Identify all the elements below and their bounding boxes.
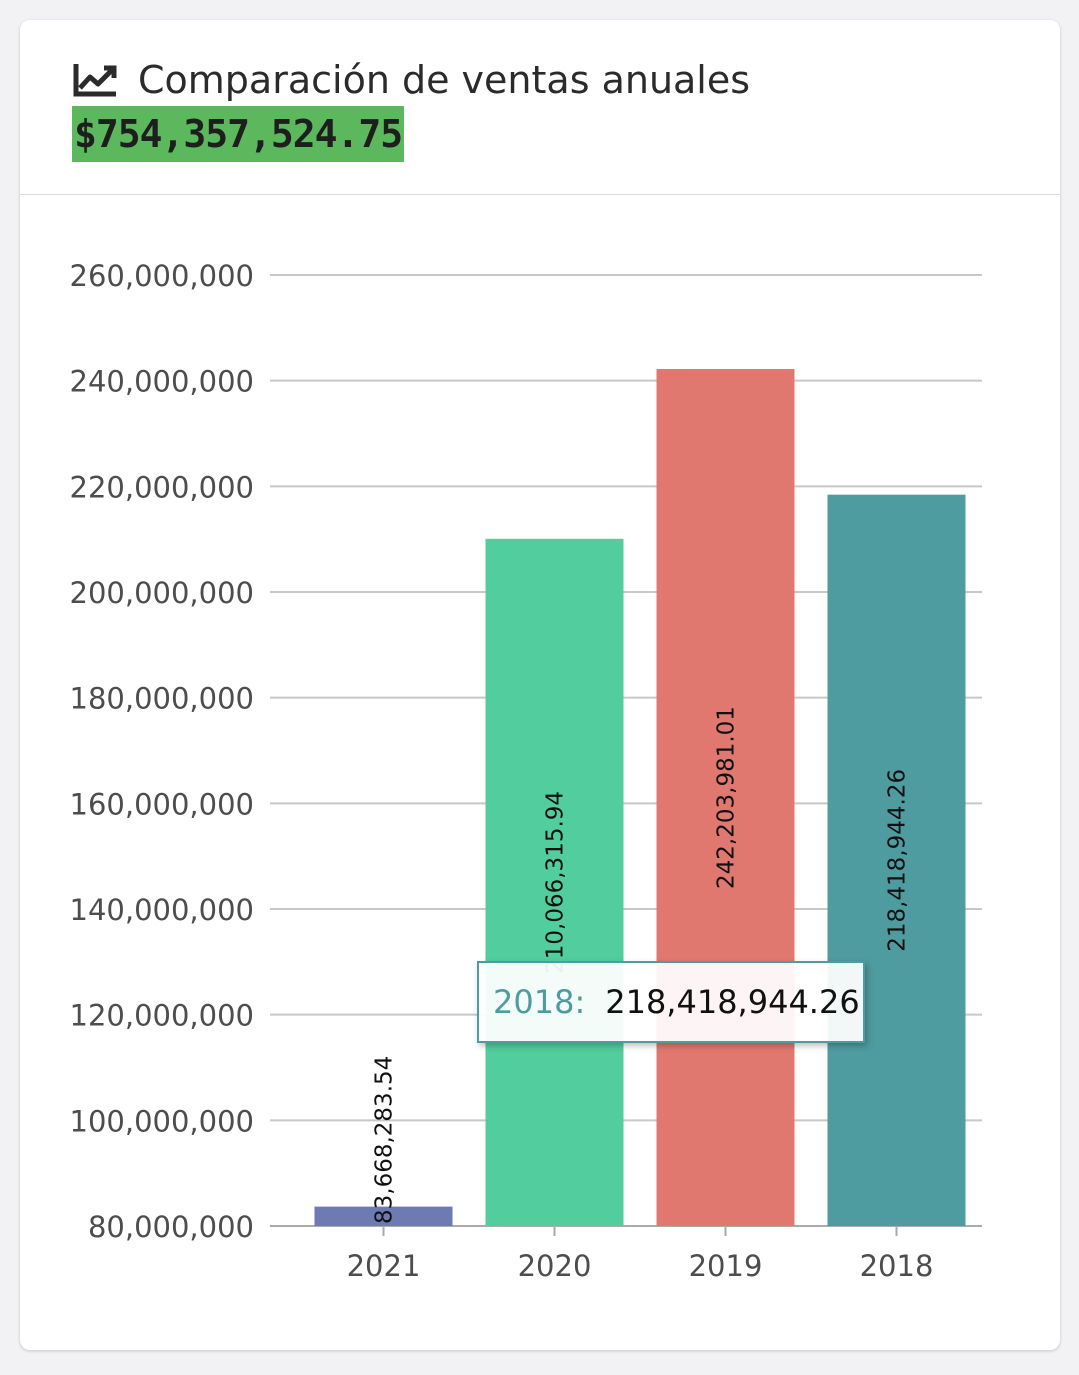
bar-2021 [314, 1206, 453, 1226]
y-tick-label: 80,000,000 [88, 1210, 254, 1244]
x-tick-label: 2018 [860, 1249, 934, 1283]
x-tick-label: 2021 [347, 1249, 421, 1283]
bar-2020 [485, 538, 624, 1226]
card-title: Comparación de ventas anuales [138, 58, 751, 102]
card-header: Comparación de ventas anuales $754,357,5… [20, 20, 1060, 195]
y-tick-label: 200,000,000 [70, 576, 255, 610]
y-tick-label: 180,000,000 [70, 682, 255, 716]
bar-2018 [827, 494, 966, 1226]
y-tick-label: 100,000,000 [70, 1104, 255, 1138]
tooltip-value: 218,418,944.26 [605, 983, 860, 1021]
tooltip-label: 2018: [493, 983, 586, 1021]
data-label-2018: 218,418,944.26 [885, 769, 911, 952]
line-chart-icon [72, 62, 118, 98]
y-tick-label: 220,000,000 [70, 470, 255, 504]
data-label-2019: 242,203,981.01 [714, 706, 740, 889]
y-tick-label: 240,000,000 [70, 365, 255, 399]
y-tick-label: 260,000,000 [70, 259, 255, 293]
chart-tooltip: 2018: 218,418,944.26 [477, 961, 865, 1043]
x-tick-label: 2020 [518, 1249, 592, 1283]
y-tick-label: 140,000,000 [70, 893, 255, 927]
y-tick-label: 120,000,000 [70, 999, 255, 1033]
bar-2019 [656, 369, 795, 1226]
title-row: Comparación de ventas anuales [72, 56, 750, 104]
data-label-2020: 210,066,315.94 [543, 791, 569, 974]
total-amount: $754,357,524.75 [72, 106, 405, 162]
data-label-2021: 83,668,283.54 [372, 1056, 398, 1224]
y-tick-label: 160,000,000 [70, 787, 255, 821]
x-tick-label: 2019 [689, 1249, 763, 1283]
